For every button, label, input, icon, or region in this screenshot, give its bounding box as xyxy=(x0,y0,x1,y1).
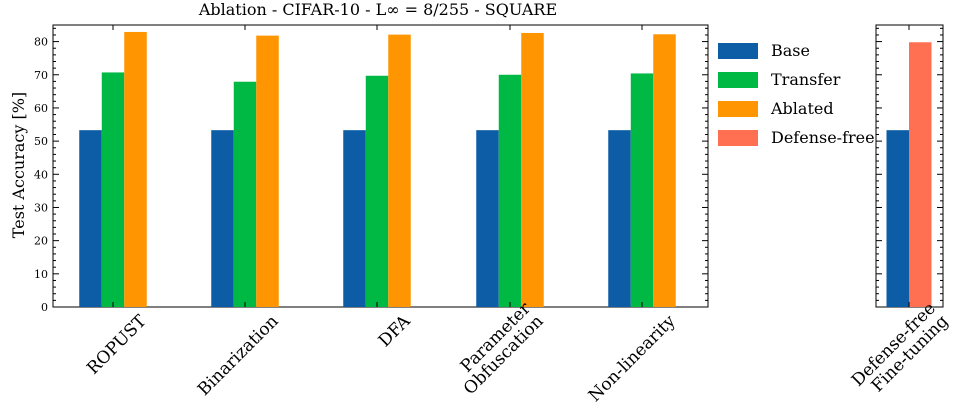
legend-swatch-transfer xyxy=(718,72,758,88)
y-tick-label: 40 xyxy=(34,168,48,181)
bar-transfer-2 xyxy=(365,75,389,307)
y-tick-label: 70 xyxy=(34,69,48,82)
bar-ablated-3 xyxy=(521,32,544,308)
chart-title: Ablation - CIFAR-10 - L∞ = 8/255 - SQUAR… xyxy=(198,0,557,19)
y-tick-label: 80 xyxy=(34,36,48,49)
y-tick-label: 50 xyxy=(34,135,48,148)
bar-base-4 xyxy=(608,130,631,307)
side-bar-defense-free xyxy=(909,42,932,307)
bar-ablated-0 xyxy=(124,31,147,307)
legend-label: Ablated xyxy=(770,99,834,118)
bar-ablated-4 xyxy=(653,34,676,307)
x-tick-label: Binarization xyxy=(194,311,283,400)
bar-base-3 xyxy=(476,130,499,307)
y-tick-label: 10 xyxy=(34,268,48,281)
bar-base-0 xyxy=(79,130,102,307)
x-tick-label: ParameterObfuscation xyxy=(447,298,548,399)
x-tick-label: ROPUST xyxy=(83,311,151,379)
bar-transfer-3 xyxy=(498,74,522,307)
x-tick-label-line: Binarization xyxy=(194,311,283,400)
legend-label: Transfer xyxy=(771,70,841,89)
legend: Base Transfer Ablated Defense-free xyxy=(718,41,875,147)
y-tick-label: 20 xyxy=(34,235,48,248)
legend-label: Defense-free xyxy=(771,128,875,147)
x-tick-label-line: ROPUST xyxy=(83,311,151,379)
side-bars xyxy=(886,25,932,307)
side-x-tick-labels: Defense-freeFine-tuning xyxy=(848,299,953,404)
bar-transfer-4 xyxy=(630,73,654,307)
side-y-axis xyxy=(876,27,943,308)
x-tick-label: Non-linearity xyxy=(585,311,680,406)
main-bars xyxy=(79,25,676,308)
bar-ablated-1 xyxy=(256,35,279,308)
main-x-tick-labels: ROPUST Binarization DFA ParameterObfuscatio… xyxy=(83,298,680,406)
legend-swatch-defense-free xyxy=(718,130,758,146)
bar-transfer-1 xyxy=(233,81,257,307)
legend-label: Base xyxy=(771,41,810,60)
y-tick-label: 0 xyxy=(41,301,48,314)
legend-swatch-base xyxy=(718,43,758,59)
y-axis-label: Test Accuracy [%] xyxy=(9,92,28,238)
side-x-tick-label: Defense-freeFine-tuning xyxy=(848,299,953,404)
x-tick-label-line: DFA xyxy=(375,311,415,351)
y-tick-label: 60 xyxy=(34,102,48,115)
bar-base-2 xyxy=(343,130,366,307)
bar-transfer-0 xyxy=(101,72,125,307)
bar-base-1 xyxy=(211,130,234,307)
x-tick-label-line: Non-linearity xyxy=(585,311,680,406)
x-tick-label: DFA xyxy=(375,311,415,351)
main-y-axis: 0 10 20 30 40 50 60 70 80 xyxy=(34,27,708,314)
y-tick-label: 30 xyxy=(34,201,48,214)
legend-swatch-ablated xyxy=(718,101,758,117)
side-bar-base xyxy=(886,130,909,307)
bar-ablated-2 xyxy=(388,34,411,307)
